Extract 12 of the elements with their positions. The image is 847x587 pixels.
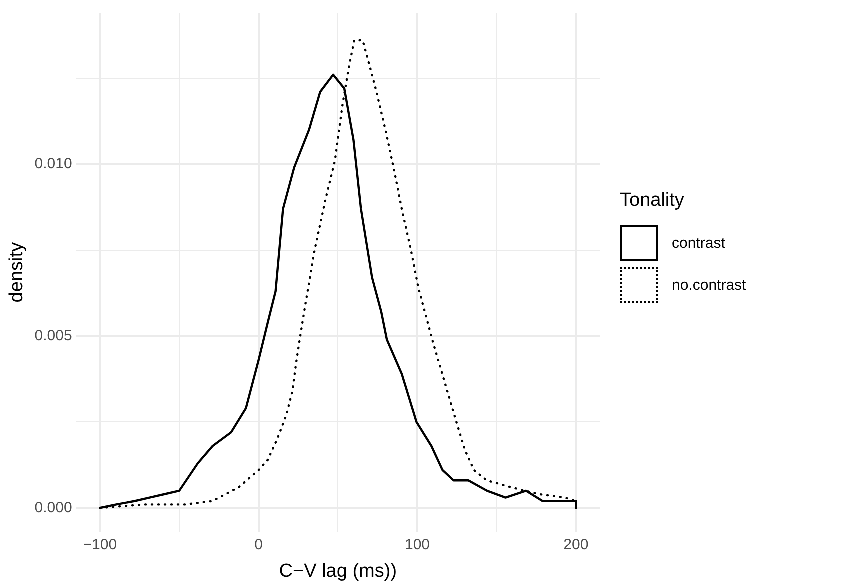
x-tick-label: 100 [404, 536, 430, 554]
legend-title: Tonality [620, 190, 686, 212]
legend-label: contrast [672, 234, 726, 252]
legend-label: no.contrast [672, 276, 746, 294]
y-tick-label: 0.000 [34, 499, 72, 516]
x-tick-label: 0 [254, 536, 263, 554]
x-tick-label: −100 [83, 536, 118, 554]
x-tick-label: 200 [564, 536, 589, 554]
x-axis-title: C−V lag (ms)) [279, 560, 398, 582]
y-tick-label: 0.010 [34, 155, 72, 172]
y-tick-label: 0.005 [34, 327, 72, 344]
y-axis-title: density [6, 242, 28, 303]
